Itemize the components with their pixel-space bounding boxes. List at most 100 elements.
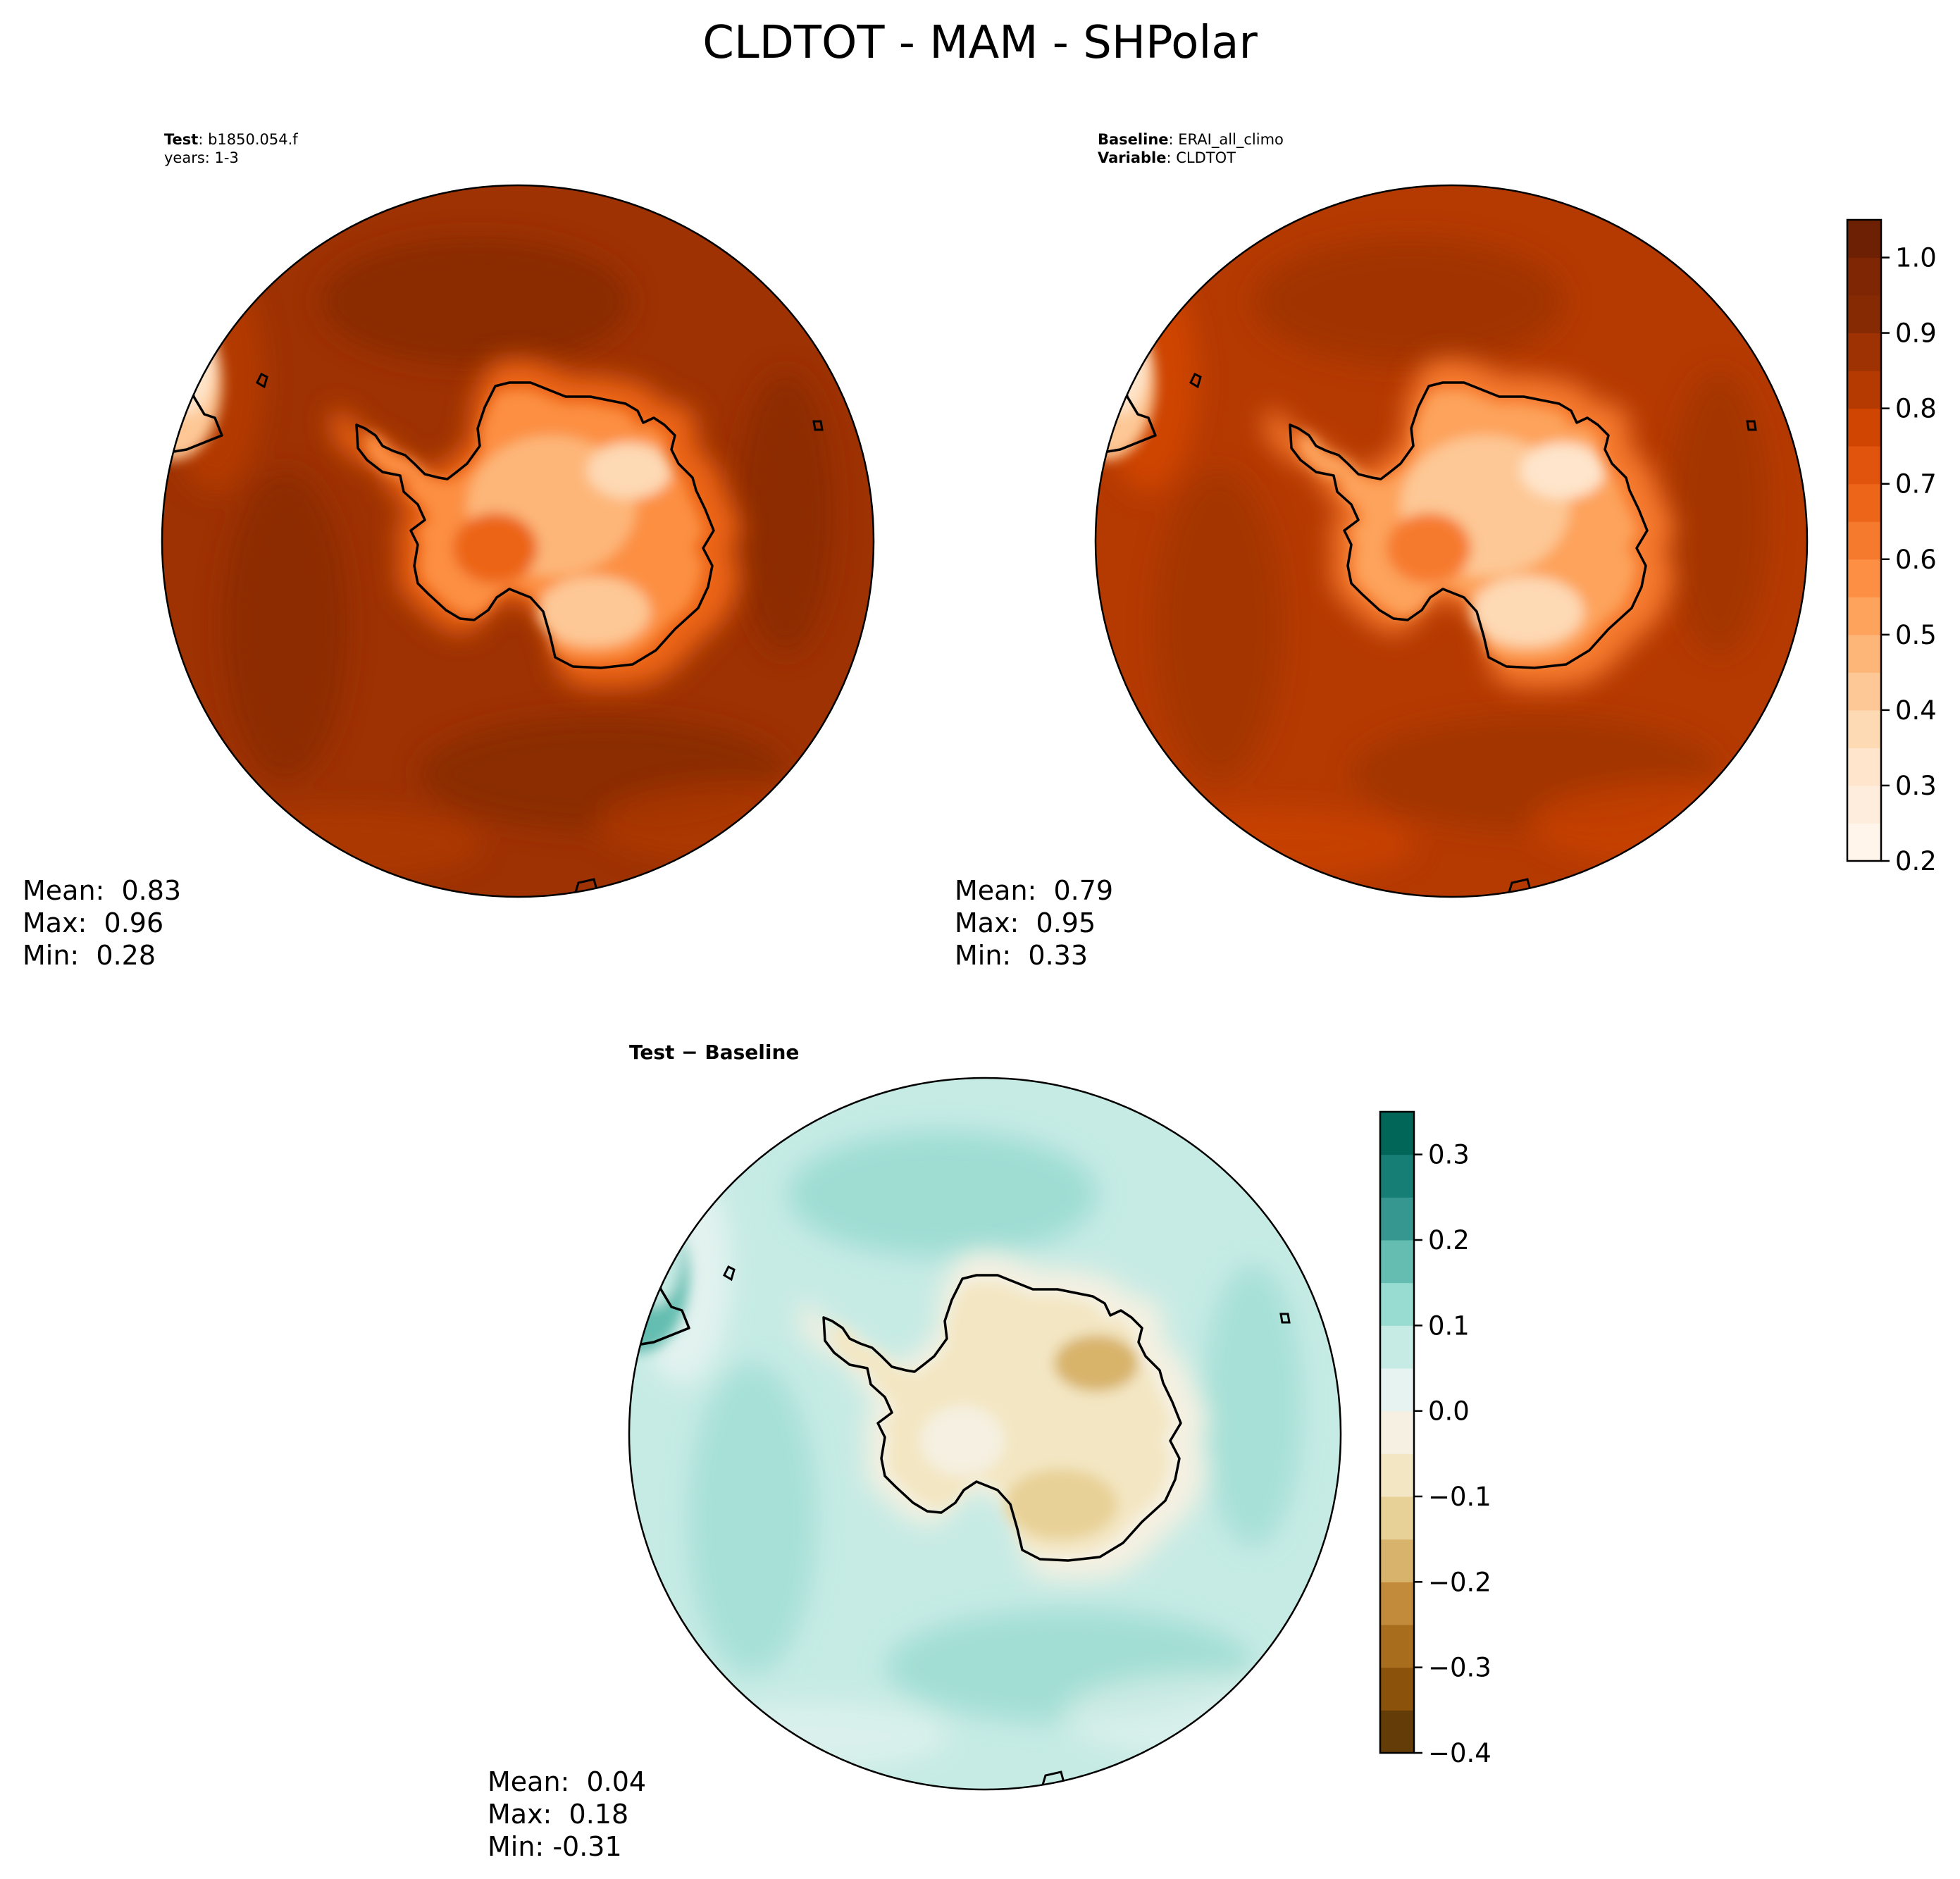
stat-value: 0.83 — [122, 875, 182, 906]
colorbar-tick-label: −0.2 — [1428, 1567, 1491, 1597]
stat-label: Mean: — [488, 1766, 587, 1797]
stat-value: 0.95 — [1036, 907, 1096, 938]
colorbar-tick-label: 0.3 — [1895, 771, 1937, 801]
header-value: years: 1-3 — [164, 149, 239, 166]
colorbar-segment — [1380, 1282, 1414, 1326]
colorbar-segment — [1847, 371, 1881, 409]
colorbar-segment — [1380, 1453, 1414, 1497]
stat-value: 0.28 — [96, 940, 156, 971]
colorbar-tick-label: 0.5 — [1895, 620, 1937, 650]
stat-value: 0.96 — [104, 907, 164, 938]
contour-blob — [1155, 471, 1282, 781]
antarctica-field — [1265, 359, 1676, 688]
stat-label: Min: — [955, 940, 1028, 971]
figure-title: CLDTOT - MAM - SHPolar — [702, 17, 1258, 69]
colorbar-tick-label: 0.6 — [1895, 545, 1937, 575]
stat-label: Min: — [23, 940, 96, 971]
stat-value: 0.79 — [1054, 875, 1114, 906]
colorbar-frame — [1846, 218, 1883, 862]
colorbar-segment — [1380, 1710, 1414, 1754]
colorbar-tick-label: −0.4 — [1428, 1738, 1491, 1768]
colorbar-tick-label: 0.2 — [1428, 1225, 1470, 1255]
contour-blob — [538, 576, 650, 647]
header-line: years: 1-3 — [164, 149, 239, 166]
colorbar-tick-label: 0.1 — [1428, 1310, 1470, 1341]
colorbar-segment — [1380, 1368, 1414, 1412]
colorbar-segment — [1380, 1539, 1414, 1582]
colorbar-segment — [1847, 446, 1881, 485]
baseline-polar-map — [1094, 184, 1809, 898]
difference-panel-header: Test − Baseline — [629, 1041, 799, 1064]
contour-blob — [201, 809, 483, 879]
colorbar-segment — [1847, 672, 1881, 711]
contour-blob — [920, 1406, 1005, 1476]
colorbar-tick-label: −0.1 — [1428, 1482, 1491, 1512]
header-line: Variable: CLDTOT — [1098, 149, 1236, 166]
stat-value: 0.33 — [1028, 940, 1088, 971]
antarctica-field — [798, 1252, 1210, 1581]
header-line: Baseline: ERAI_all_climo — [1098, 131, 1284, 149]
contour-blob — [222, 471, 349, 781]
colorbar-segment — [1847, 521, 1881, 560]
header-value: b1850.054.f — [208, 131, 298, 148]
stat-mean: Mean: 0.79 — [955, 875, 1113, 906]
colorbar-tick-label: 0.7 — [1895, 469, 1937, 500]
contour-blob — [1471, 576, 1584, 647]
colorbar-segment — [1847, 257, 1881, 296]
island-coastline — [812, 420, 824, 431]
colorbar-segment — [1847, 823, 1881, 862]
colorbar-tick-label: 0.3 — [1428, 1140, 1470, 1170]
colorbar-segment — [1847, 483, 1881, 522]
colorbar-tick-label: −0.3 — [1428, 1653, 1491, 1683]
map-frame — [1094, 184, 1809, 898]
colorbar-segment — [1847, 333, 1881, 371]
contour-blob — [587, 442, 671, 499]
colorbar-segment — [1847, 634, 1881, 673]
island-coastline — [1279, 1313, 1291, 1324]
colorbar-segment — [1847, 748, 1881, 786]
colorbar-segment — [1380, 1496, 1414, 1540]
colorbar-segment — [1847, 785, 1881, 824]
contour-blob — [1520, 442, 1605, 499]
contour-blob — [788, 1131, 1098, 1258]
colorbar-tick-label: 0.4 — [1895, 695, 1937, 726]
stat-mean: Mean: 0.04 — [488, 1766, 646, 1797]
colorbar-segment — [1380, 1325, 1414, 1369]
test-polar-map — [161, 184, 875, 898]
difference-colorbar: −0.4 −0.3 −0.2 −0.1 0.0 0.1 0.2 0.3 — [1379, 1110, 1491, 1768]
header-key: Test — [164, 131, 198, 148]
stat-label: Mean: — [23, 875, 122, 906]
contour-blob — [1203, 1265, 1302, 1546]
contour-blob — [1134, 809, 1416, 879]
contour-blob — [1387, 513, 1471, 583]
colorbar-tick-label: 0.9 — [1895, 318, 1937, 349]
contour-blob — [1529, 781, 1807, 865]
colorbar-tick-label: 1.0 — [1895, 243, 1937, 273]
header-line: Test: b1850.054.f — [164, 131, 298, 148]
header-sep: : — [198, 131, 208, 148]
colorbar-segment — [1847, 597, 1881, 635]
contour-blob — [1062, 1673, 1341, 1758]
stat-max: Max: 0.18 — [488, 1799, 628, 1830]
contour-blob — [1096, 302, 1148, 414]
stat-value: -0.31 — [552, 1831, 621, 1862]
difference-polar-map — [628, 1077, 1342, 1791]
contour-blob — [162, 302, 215, 414]
south-america-field — [629, 1194, 689, 1353]
map-field — [1096, 185, 1807, 897]
colorbar-segment — [1380, 1410, 1414, 1454]
colorbar-segment — [1847, 559, 1881, 597]
contour-blob — [1054, 1335, 1139, 1391]
contour-blob — [321, 238, 631, 365]
colorbar-tick-label: 0.0 — [1428, 1396, 1470, 1427]
colorbar-tick-label: 0.8 — [1895, 394, 1937, 424]
stat-value: 0.18 — [569, 1799, 629, 1830]
interior-field — [1298, 390, 1638, 662]
stat-max: Max: 0.95 — [955, 907, 1096, 938]
south-america-field — [1096, 302, 1155, 460]
